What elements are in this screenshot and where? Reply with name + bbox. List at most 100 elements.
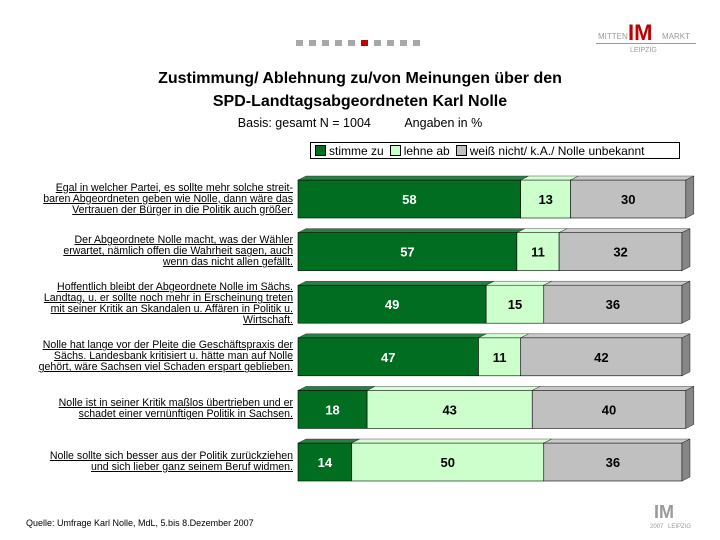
bar-side-face [685,175,695,219]
data-label: 57 [400,245,414,260]
data-label: 32 [613,245,627,260]
bar-segment-top [297,228,525,233]
question-label-line: und sich lieber ganz seinem Beruf widmen… [91,461,293,473]
bar-segment-top [367,386,541,391]
chart-title-line-1: Zustimmung/ Ablehnung zu/von Meinungen ü… [158,70,562,87]
mittenmarkt-logo: MITTEN IM MARKT LEIPZIG [596,20,696,54]
question-label: Nolle hat lange vor der Pleite die Gesch… [10,340,293,373]
footer-logo-letters: IM [654,502,674,522]
bar-segment [543,284,683,324]
question-label-line: Nolle hat lange vor der Pleite die Gesch… [42,339,293,352]
legend-label-agree: stimme zu [329,143,384,158]
question-label-line: wenn das nicht allen gefällt. [162,256,293,269]
header-dot [309,40,316,46]
header-dot [296,40,303,46]
header-dot [322,40,329,46]
bar-segment [520,337,683,377]
data-label: 49 [385,297,399,312]
legend-item-disagree: lehne ab [389,143,450,158]
bar-side-face [685,386,695,429]
bar-segment [531,390,687,429]
question-label-line: Vertrauen der Bürger in die Politik auch… [72,203,293,216]
bar-segment-top [478,333,529,338]
data-label: 40 [602,402,616,417]
bar-segment [297,390,368,429]
logo-letters: IM [628,20,652,45]
bar-segment [558,232,683,271]
chart-title-line-2: SPD-Landtagsabgeordneten Karl Nolle [212,93,508,110]
bar-segment-top [543,281,691,286]
header-dot [400,40,407,46]
data-label: 14 [318,455,333,470]
question-label-line: Wirtschaft. [242,314,293,327]
question-label: Hoffentlich bleibt der Abgeordnete Nolle… [10,282,293,326]
data-label: 50 [441,455,455,470]
header-dot-row [296,40,428,46]
header-dot [387,40,394,46]
logo-city-text: LEIPZIG [630,47,657,54]
bar-segment [297,284,487,324]
data-label: 36 [606,297,620,312]
question-label-line: Landtag, u. er sollte noch mehr in Ersch… [43,292,293,305]
header-dot [348,40,355,46]
bar-segment-top [570,175,694,181]
header-dot [361,40,368,46]
bar-segment [297,337,479,377]
question-label-line: schadet einer vernünftigen Politik in Sa… [78,408,293,421]
bar-segment [516,232,560,271]
data-label: 43 [442,402,456,417]
bar-segment-top [486,281,552,286]
bar-segment [297,232,518,271]
bar-segment [543,442,683,482]
data-label: 30 [621,192,635,207]
question-label-line: Der Abgeordnete Nolle macht, was der Wäh… [74,234,293,247]
question-label: Egal in welcher Partei, es sollte mehr s… [10,182,293,216]
legend-label-disagree: lehne ab [403,143,450,158]
bar-side-face [681,438,691,482]
legend-item-unknown: weiß nicht/ k.A./ Nolle unbekannt [455,143,645,158]
source-note: Quelle: Umfrage Karl Nolle, MdL, 5.bis 8… [26,518,254,528]
question-label-line: Nolle ist in seiner Kritik maßlos übertr… [58,397,293,410]
bar-segment-top [297,333,487,338]
header-dot [335,40,342,46]
bar-side-face [681,228,691,271]
question-label-line: erwartet, nämlich offen die Wahrheit sag… [63,245,293,258]
question-label: Nolle sollte sich besser aus der Politik… [10,451,293,473]
bar-segment-top [297,175,529,181]
bar-segment [351,442,545,482]
footer-logo: IM 2007 LEIPZIG [650,502,691,530]
question-label: Nolle ist in seiner Kritik maßlos übertr… [10,398,293,420]
question-label: Der Abgeordnete Nolle macht, was der Wäh… [10,235,293,268]
bar-side-face [681,280,691,324]
chart-legend: stimme zu lehne ab weiß nicht/ k.A./ Nol… [310,142,680,159]
question-label-line: baren Abgeordneten geben wie Nolle, dann… [43,192,293,205]
legend-item-agree: stimme zu [315,144,384,158]
bar-segment [520,179,571,219]
bar-side-face [681,333,691,377]
unit-note: Angaben in % [404,116,483,130]
bar-segment-top [297,386,376,391]
bar-segment-top [516,228,568,233]
bar-segment [297,442,353,482]
data-label: 47 [381,350,395,365]
header-dot [374,40,381,46]
footer-logo-city: LEIPZIG [668,524,691,530]
bar-segment-top [543,438,691,444]
bar-segment [297,179,522,219]
data-label: 42 [594,350,608,365]
header-dot [413,40,420,46]
bar-segment-top [297,281,495,286]
chart-subtitle: Basis: gesamt N = 1004 Angaben in % [0,116,720,130]
legend-swatch-disagree [389,145,401,156]
question-label-line: Sächs. Landesbank kritisiert u. hätte ma… [53,350,293,363]
question-label-line: Hoffentlich bleibt der Abgeordnete Nolle… [57,281,293,294]
question-label-line: Nolle sollte sich besser aus der Politik… [49,450,293,462]
legend-label-unknown: weiß nicht/ k.A./ Nolle unbekannt [469,143,645,158]
bar-segment-top [520,175,579,181]
data-label: 18 [325,402,339,417]
basis-text: Basis: gesamt N = 1004 [237,116,371,130]
question-label-line: gehört, wäre Sachsen viel Schaden erspar… [38,361,293,374]
data-label: 11 [531,245,545,260]
question-label-line: mit seiner Kritik an Skandalen u. Affäre… [50,303,293,316]
